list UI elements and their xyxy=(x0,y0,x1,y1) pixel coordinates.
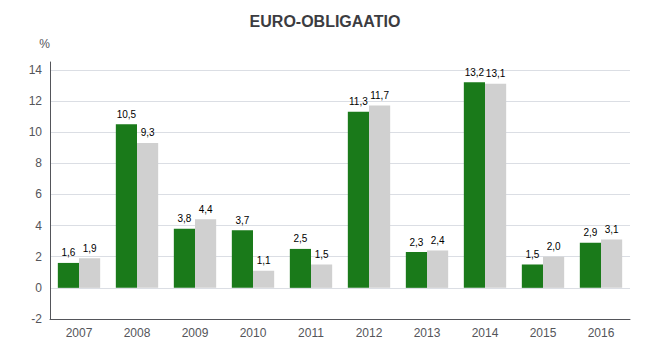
svg-text:1,5: 1,5 xyxy=(315,249,329,260)
svg-text:12: 12 xyxy=(29,94,43,108)
svg-text:9,3: 9,3 xyxy=(141,127,155,138)
svg-text:10,5: 10,5 xyxy=(117,109,137,120)
svg-text:2,9: 2,9 xyxy=(583,227,597,238)
svg-text:2015: 2015 xyxy=(530,326,557,340)
svg-text:14: 14 xyxy=(29,63,43,77)
svg-text:2010: 2010 xyxy=(240,326,267,340)
svg-text:%: % xyxy=(39,37,50,51)
svg-text:11,7: 11,7 xyxy=(370,90,389,101)
svg-text:2009: 2009 xyxy=(182,326,209,340)
svg-text:13,1: 13,1 xyxy=(486,68,506,79)
svg-text:2014: 2014 xyxy=(472,326,499,340)
svg-text:-2: -2 xyxy=(31,312,42,326)
svg-text:10: 10 xyxy=(29,125,43,139)
svg-text:2013: 2013 xyxy=(414,326,441,340)
svg-text:2,4: 2,4 xyxy=(431,235,445,246)
svg-text:3,8: 3,8 xyxy=(177,213,191,224)
svg-text:2012: 2012 xyxy=(356,326,383,340)
svg-text:2011: 2011 xyxy=(298,326,324,340)
svg-text:4,4: 4,4 xyxy=(199,204,213,215)
svg-text:1,6: 1,6 xyxy=(61,247,75,258)
svg-text:2: 2 xyxy=(35,250,42,264)
svg-text:1,1: 1,1 xyxy=(257,255,271,266)
svg-text:2,0: 2,0 xyxy=(547,241,561,252)
svg-text:0: 0 xyxy=(35,281,42,295)
svg-text:2008: 2008 xyxy=(124,326,151,340)
svg-text:1,9: 1,9 xyxy=(83,243,97,254)
svg-text:13,2: 13,2 xyxy=(465,67,485,78)
svg-text:6: 6 xyxy=(35,187,42,201)
svg-text:2016: 2016 xyxy=(588,326,615,340)
svg-text:3,1: 3,1 xyxy=(605,224,619,235)
svg-text:EURO-OBLIGAATIO: EURO-OBLIGAATIO xyxy=(250,13,401,30)
svg-text:11,3: 11,3 xyxy=(349,96,368,107)
svg-text:8: 8 xyxy=(35,156,42,170)
svg-text:3,7: 3,7 xyxy=(235,215,249,226)
svg-text:2007: 2007 xyxy=(66,326,93,340)
svg-text:4: 4 xyxy=(35,219,42,233)
svg-text:1,5: 1,5 xyxy=(525,249,539,260)
svg-text:2,5: 2,5 xyxy=(293,233,307,244)
svg-text:2,3: 2,3 xyxy=(409,237,423,248)
